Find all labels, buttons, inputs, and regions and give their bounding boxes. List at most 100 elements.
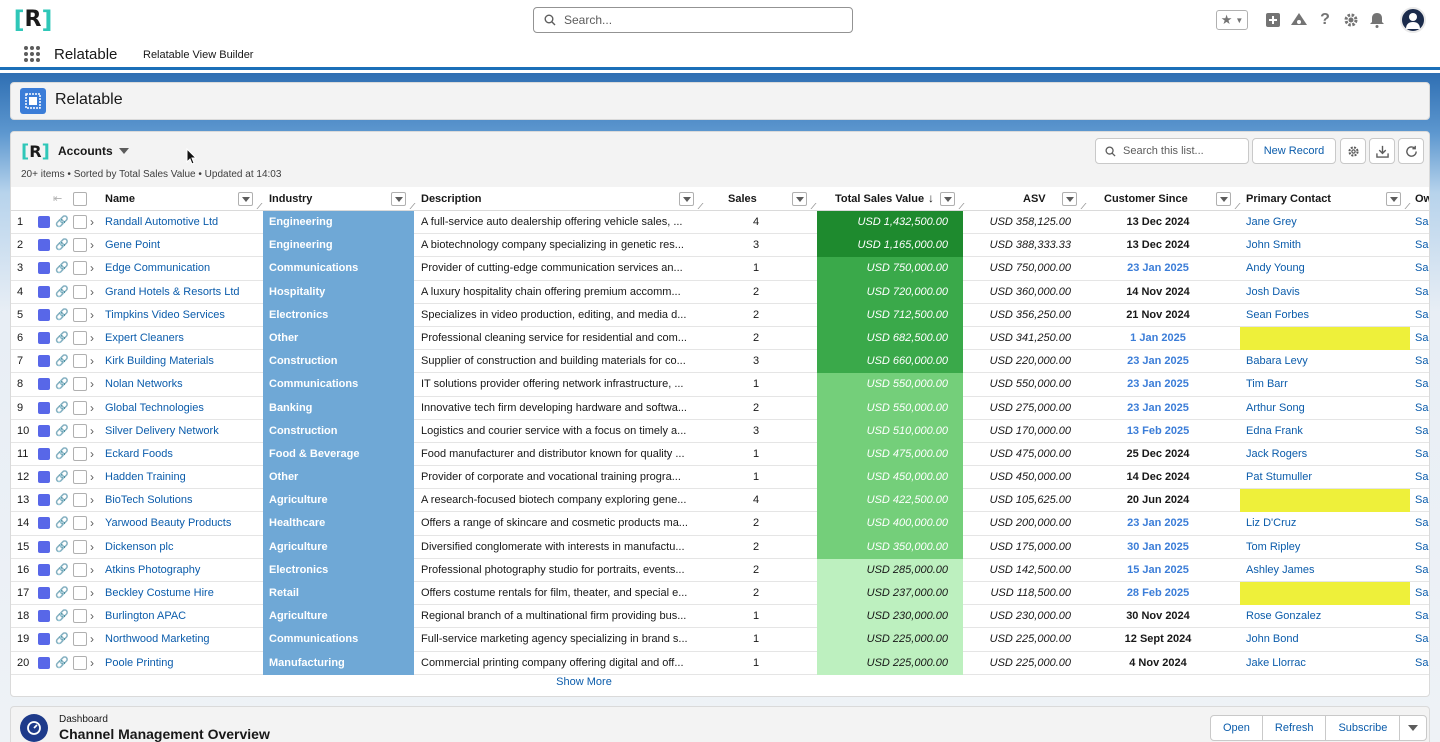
row-checkbox[interactable] [73,261,87,276]
record-icon[interactable] [38,447,50,460]
column-asv-menu[interactable] [1062,192,1077,206]
link-icon[interactable]: 🔗 [55,355,69,368]
account-name-link[interactable]: Edge Communication [105,262,211,275]
gear-icon[interactable] [1342,11,1360,29]
owner-link[interactable]: Sal [1415,378,1430,391]
link-icon[interactable]: 🔗 [55,331,69,344]
link-icon[interactable]: 🔗 [55,656,69,669]
new-record-button[interactable]: New Record [1252,138,1336,164]
favorites-button[interactable]: ★ ▼ [1216,10,1248,30]
owner-link[interactable]: Sal [1415,331,1430,344]
primary-contact-link[interactable]: Rose Gonzalez [1246,610,1322,623]
download-button[interactable] [1369,138,1395,164]
link-icon[interactable]: 🔗 [55,216,69,228]
column-name[interactable]: Name [105,193,135,205]
row-checkbox[interactable] [73,446,87,461]
primary-contact-link[interactable]: Josh Davis [1246,285,1300,298]
record-icon[interactable] [38,424,50,437]
account-name-link[interactable]: Atkins Photography [105,563,201,576]
record-icon[interactable] [38,355,50,368]
column-resize-handle[interactable] [404,203,416,209]
row-checkbox[interactable] [73,284,87,299]
record-icon[interactable] [38,331,50,344]
table-row[interactable]: 18 🔗 › Burlington APAC Agriculture Regional b… [11,605,1429,629]
link-icon[interactable]: 🔗 [55,587,69,599]
row-checkbox[interactable] [73,632,87,647]
account-name-link[interactable]: Global Technologies [105,401,204,414]
link-icon[interactable]: 🔗 [55,424,69,437]
primary-contact-link[interactable]: Ashley James [1246,563,1315,576]
link-icon[interactable]: 🔗 [55,378,69,391]
column-total-sales-value[interactable]: Total Sales Value [835,193,925,205]
expand-row-icon[interactable]: › [90,284,94,299]
table-row[interactable]: 15 🔗 › Dickenson plc Agriculture Diversified … [11,535,1429,559]
record-icon[interactable] [38,378,50,391]
row-checkbox[interactable] [73,562,87,577]
link-icon[interactable]: 🔗 [55,540,69,553]
expand-row-icon[interactable]: › [90,354,94,369]
account-name-link[interactable]: Yarwood Beauty Products [105,517,232,530]
primary-contact-link[interactable]: Jake Llorrac [1246,656,1306,669]
primary-contact-link[interactable]: John Bond [1246,633,1299,646]
expand-row-icon[interactable]: › [90,632,94,647]
primary-contact-link[interactable] [1240,326,1410,351]
primary-contact-link[interactable]: Arthur Song [1246,401,1305,414]
primary-contact-link[interactable]: Babara Levy [1246,355,1308,368]
column-primary-contact[interactable]: Primary Contact [1246,193,1331,205]
account-name-link[interactable]: Randall Automotive Ltd [105,216,219,228]
owner-link[interactable]: Sal [1415,401,1430,414]
expand-row-icon[interactable]: › [90,470,94,485]
table-row[interactable]: 19 🔗 › Northwood Marketing Communications Ful… [11,628,1429,652]
owner-link[interactable]: Sal [1415,239,1430,252]
table-row[interactable]: 9 🔗 › Global Technologies Banking Innovative … [11,396,1430,420]
link-icon[interactable]: 🔗 [55,401,69,414]
primary-contact-link[interactable]: Jane Grey [1246,216,1297,228]
list-view-selector[interactable]: Accounts [58,144,129,158]
row-checkbox[interactable] [73,423,87,438]
primary-contact-link[interactable]: John Smith [1246,239,1302,252]
user-avatar[interactable] [1400,7,1426,33]
table-row[interactable]: 17 🔗 › Beckley Costume Hire Retail Offers cos… [11,582,1429,606]
link-icon[interactable]: 🔗 [55,262,69,275]
table-row[interactable]: 16 🔗 › Atkins Photography Electronics Profess… [11,558,1429,582]
column-customer-since[interactable]: Customer Since [1104,193,1188,205]
account-name-link[interactable]: Kirk Building Materials [105,355,214,368]
record-icon[interactable] [38,540,50,553]
column-resize-handle[interactable] [1075,203,1087,209]
table-row[interactable]: 20 🔗 › Poole Printing Manufacturing Commercia… [11,651,1429,675]
expand-row-icon[interactable]: › [90,562,94,577]
row-checkbox[interactable] [73,330,87,345]
primary-contact-link[interactable]: Edna Frank [1246,424,1303,437]
link-icon[interactable]: 🔗 [55,285,69,298]
table-row[interactable]: 7 🔗 › Kirk Building Materials Construction Su… [11,350,1429,374]
table-row[interactable]: 11 🔗 › Eckard Foods Food & Beverage Food manu… [11,442,1429,467]
column-industry[interactable]: Industry [269,193,313,205]
row-checkbox[interactable] [73,609,87,624]
row-checkbox[interactable] [73,377,87,392]
column-resize-handle[interactable] [805,203,817,209]
column-sales-menu[interactable] [792,192,807,206]
owner-link[interactable]: Sal [1415,517,1430,530]
table-row[interactable]: 4 🔗 › Grand Hotels & Resorts Ltd Hospitality… [11,280,1429,304]
refresh-dashboard-button[interactable]: Refresh [1263,716,1327,740]
row-checkbox[interactable] [73,516,87,531]
record-icon[interactable] [38,308,50,321]
account-name-link[interactable]: Hadden Training [105,471,186,484]
link-icon[interactable]: 🔗 [55,308,69,321]
global-search-input[interactable]: Search... [533,7,853,33]
link-icon[interactable]: 🔗 [55,517,69,530]
column-primary-contact-menu[interactable] [1386,192,1401,206]
row-checkbox[interactable] [73,354,87,369]
column-industry-menu[interactable] [391,192,406,206]
owner-link[interactable]: Sal [1415,471,1430,484]
link-icon[interactable]: 🔗 [55,447,69,460]
owner-link[interactable]: Sal [1415,216,1430,228]
column-sales[interactable]: Sales [728,193,757,205]
more-actions-button[interactable] [1400,716,1426,740]
primary-contact-link[interactable]: Jack Rogers [1246,447,1308,460]
record-icon[interactable] [38,285,50,298]
record-icon[interactable] [38,610,50,623]
table-row[interactable]: 2 🔗 › Gene Point Engineering A biotechnology … [11,234,1430,258]
global-actions-icon[interactable] [1264,11,1282,29]
owner-link[interactable]: Sal [1415,262,1430,275]
